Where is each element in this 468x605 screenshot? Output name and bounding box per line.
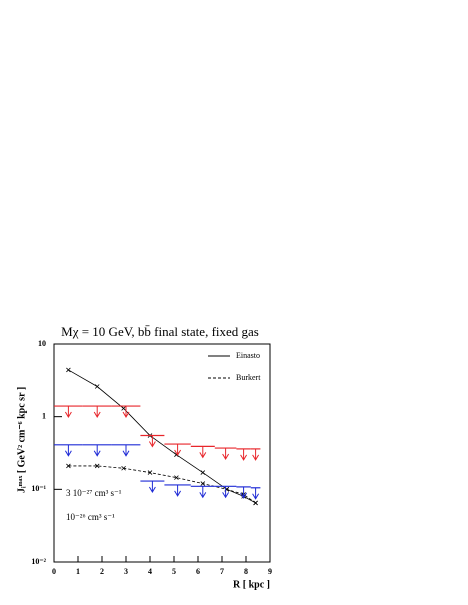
x-tick-label: 3 bbox=[124, 567, 128, 576]
limit-label: 10⁻²⁶ cm³ s⁻¹ bbox=[66, 512, 115, 522]
marker bbox=[200, 481, 206, 486]
y-tick-label: 10⁻¹ bbox=[31, 484, 46, 493]
limit-arrow bbox=[148, 435, 156, 448]
limit-arrow bbox=[222, 486, 230, 499]
limit-arrow bbox=[222, 448, 230, 461]
limit-arrow bbox=[93, 406, 101, 419]
limit-arrow bbox=[240, 486, 248, 499]
limit-arrow bbox=[199, 446, 207, 459]
limit-arrow bbox=[174, 484, 182, 497]
limit-arrow bbox=[148, 481, 156, 494]
limit-arrow bbox=[252, 487, 260, 500]
plot-frame bbox=[53, 343, 271, 563]
x-tick-label: 8 bbox=[244, 567, 248, 576]
legend-label: Burkert bbox=[236, 373, 261, 382]
limit-arrow bbox=[93, 444, 101, 457]
y-tick-label: 1 bbox=[42, 411, 46, 420]
marker bbox=[121, 465, 126, 471]
marker bbox=[66, 463, 71, 469]
marker bbox=[253, 500, 258, 506]
limit-label: 3 10⁻²⁷ cm³ s⁻¹ bbox=[66, 488, 122, 498]
marker bbox=[200, 470, 206, 475]
limit-arrow bbox=[174, 444, 182, 457]
marker bbox=[94, 463, 100, 469]
chart-title: Mχ = 10 GeV, bb̄ final state, fixed gas bbox=[61, 324, 259, 339]
limit-arrow bbox=[199, 486, 207, 499]
limit-arrow bbox=[252, 448, 260, 461]
x-axis-label: R [ kpc ] bbox=[233, 579, 270, 590]
y-tick-label: 10⁻² bbox=[31, 557, 46, 566]
x-tick-label: 1 bbox=[76, 567, 80, 576]
limit-arrow bbox=[122, 444, 130, 457]
x-tick-label: 6 bbox=[196, 567, 200, 576]
limit-arrow bbox=[64, 444, 72, 457]
x-tick-label: 9 bbox=[268, 567, 272, 576]
series-line bbox=[68, 465, 256, 504]
y-tick-label: 10 bbox=[38, 339, 46, 348]
marker bbox=[147, 470, 153, 475]
limit-arrow bbox=[122, 406, 130, 419]
limit-arrow bbox=[240, 448, 248, 461]
marker bbox=[66, 367, 71, 373]
x-tick-label: 7 bbox=[220, 567, 224, 576]
x-tick-label: 4 bbox=[148, 567, 152, 576]
marker bbox=[121, 406, 126, 411]
legend-label: Einasto bbox=[236, 351, 260, 360]
marker bbox=[174, 475, 179, 480]
y-axis-label: Jᵢᵐᵃˣ [ GeV² cm⁻⁶ kpc sr ] bbox=[16, 387, 27, 493]
x-tick-label: 2 bbox=[100, 567, 104, 576]
series-line bbox=[68, 369, 256, 504]
marker bbox=[94, 384, 100, 389]
limit-arrow bbox=[64, 406, 72, 419]
x-tick-label: 5 bbox=[172, 567, 176, 576]
x-tick-label: 0 bbox=[52, 567, 56, 576]
